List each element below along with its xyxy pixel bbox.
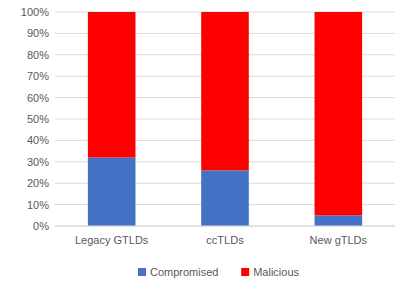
chart-svg: 0% 10% 20% 30% 40% 50% 60% 70% 80% 90% 100% Legacy … (0, 0, 400, 303)
y-tick-label: 90% (27, 27, 49, 39)
bar (201, 170, 249, 226)
legend: Compromised Malicious (138, 266, 300, 278)
y-tick-label: 0% (33, 220, 49, 232)
bar (88, 158, 136, 226)
y-tick-label: 20% (27, 177, 49, 189)
bar (88, 12, 136, 158)
y-tick-label: 60% (27, 92, 49, 104)
y-tick-label: 30% (27, 156, 49, 168)
x-tick-label: New gTLDs (310, 234, 368, 246)
y-tick-label: 40% (27, 134, 49, 146)
legend-label: Malicious (253, 266, 299, 278)
y-tick-label: 100% (21, 6, 49, 18)
chart-container: 0% 10% 20% 30% 40% 50% 60% 70% 80% 90% 100% Legacy … (0, 0, 400, 303)
legend-label: Compromised (150, 266, 218, 278)
y-tick-label: 50% (27, 113, 49, 125)
y-tick-label: 10% (27, 199, 49, 211)
x-tick-label: Legacy GTLDs (75, 234, 149, 246)
y-tick-label: 80% (27, 49, 49, 61)
y-tick-label: 70% (27, 70, 49, 82)
x-tick-label: ccTLDs (206, 234, 244, 246)
bar (201, 12, 249, 170)
grid-line (55, 226, 395, 227)
legend-swatch (241, 268, 249, 276)
bar (315, 215, 363, 226)
legend-swatch (138, 268, 146, 276)
bars (88, 12, 362, 226)
bar (315, 12, 363, 215)
x-axis-line (55, 226, 395, 227)
